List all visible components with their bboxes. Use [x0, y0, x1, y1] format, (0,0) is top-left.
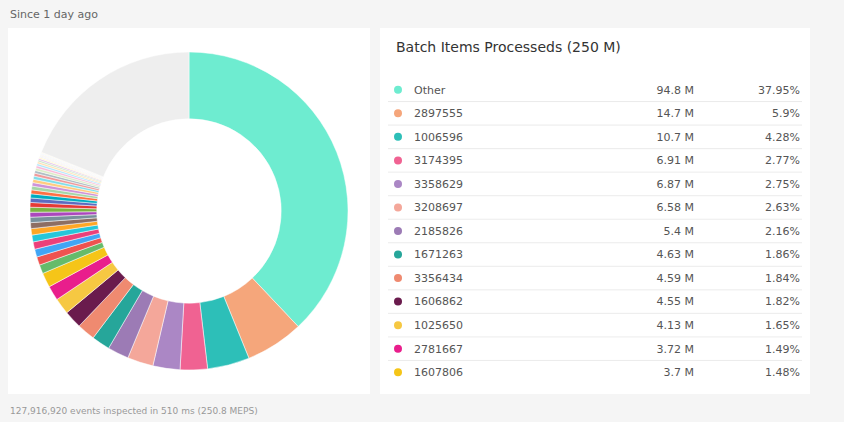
legend-amount: 4.55 M — [656, 295, 693, 308]
legend-percent: 4.28% — [765, 131, 800, 144]
separator — [388, 219, 802, 220]
legend-label: 1025650 — [414, 319, 463, 332]
legend-amount: 6.58 M — [656, 201, 693, 214]
legend-row: 1025650 4.13 M 1.65% — [388, 319, 802, 337]
slice — [200, 296, 249, 368]
legend-label: 1606862 — [414, 295, 463, 308]
legend-label: 1006596 — [414, 131, 463, 144]
footer: 127,916,920 events inspected in 510 ms (… — [10, 406, 258, 416]
legend-amount: 4.59 M — [656, 272, 693, 285]
legend-swatch — [394, 251, 402, 259]
legend-percent: 1.82% — [765, 295, 800, 308]
legend-swatch — [394, 180, 402, 188]
legend-row: 1606862 4.55 M 1.82% — [388, 295, 802, 313]
legend-amount: 14.7 M — [656, 107, 693, 120]
separator — [388, 148, 802, 149]
donut — [30, 52, 348, 370]
subtitle: Since 1 day ago — [10, 8, 98, 21]
legend-label: 2185826 — [414, 225, 463, 238]
legend-percent: 2.63% — [765, 201, 800, 214]
slice — [41, 52, 189, 177]
legend-row: 3356434 4.59 M 1.84% — [388, 272, 802, 290]
legend-swatch — [394, 345, 402, 353]
legend-amount: 6.87 M — [656, 178, 693, 191]
legend-swatch — [394, 274, 402, 282]
slice — [180, 303, 208, 370]
legend-row: 1607806 3.7 M 1.48% — [394, 366, 800, 379]
separator — [388, 195, 802, 196]
separator — [388, 360, 802, 361]
legend-percent: 1.86% — [765, 248, 800, 261]
legend-label: 3208697 — [414, 201, 463, 214]
legend-percent: 1.48% — [765, 366, 800, 379]
legend-amount: 5.4 M — [663, 225, 693, 238]
legend-percent: 37.95% — [758, 84, 800, 97]
legend-label: 2781667 — [414, 343, 463, 356]
separator — [388, 313, 802, 314]
legend-amount: 3.72 M — [656, 343, 693, 356]
legend-row: 1671263 4.63 M 1.86% — [388, 248, 802, 266]
legend-row: 2781667 3.72 M 1.49% — [388, 343, 802, 361]
chart: Since 1 day ago Batch Items Processeds (2… — [0, 0, 844, 422]
legend-amount: 4.13 M — [656, 319, 693, 332]
legend-swatch — [394, 133, 402, 141]
legend-label: 1671263 — [414, 248, 463, 261]
slice — [30, 212, 97, 217]
separator — [388, 125, 802, 126]
legend-amount: 4.63 M — [656, 248, 693, 261]
separator — [388, 289, 802, 290]
panel — [380, 28, 810, 394]
legend-label: 3356434 — [414, 272, 463, 285]
legend-percent: 2.75% — [765, 178, 800, 191]
legend-row: 3174395 6.91 M 2.77% — [388, 154, 802, 172]
legend-row: 2185826 5.4 M 2.16% — [388, 225, 802, 243]
panel — [8, 28, 370, 394]
legend-percent: 1.49% — [765, 343, 800, 356]
separator — [388, 172, 802, 173]
legend-label: Other — [414, 84, 446, 97]
separator — [388, 336, 802, 337]
legend-swatch — [394, 227, 402, 235]
separator — [388, 266, 802, 267]
legend-swatch — [394, 368, 402, 376]
legend-percent: 5.9% — [772, 107, 800, 120]
legend-swatch — [394, 156, 402, 164]
legend-swatch — [394, 321, 402, 329]
legend-label: 1607806 — [414, 366, 463, 379]
legend-label: 3174395 — [414, 154, 463, 167]
legend-row: 3208697 6.58 M 2.63% — [388, 201, 802, 219]
legend-row: Other 94.8 M 37.95% — [388, 84, 802, 102]
legend-row: 1006596 10.7 M 4.28% — [388, 131, 802, 149]
legend-label: 3358629 — [414, 178, 463, 191]
legend-amount: 94.8 M — [656, 84, 693, 97]
legend-row: 3358629 6.87 M 2.75% — [388, 178, 802, 196]
legend-amount: 10.7 M — [656, 131, 693, 144]
legend-percent: 2.77% — [765, 154, 800, 167]
title: Batch Items Processeds (250 M) — [396, 39, 621, 55]
legend-label: 2897555 — [414, 107, 463, 120]
legend-percent: 2.16% — [765, 225, 800, 238]
legend-amount: 3.7 M — [663, 366, 693, 379]
separator — [388, 242, 802, 243]
slice — [189, 52, 348, 327]
legend-swatch — [394, 298, 402, 306]
legend-amount: 6.91 M — [656, 154, 693, 167]
legend-swatch — [394, 109, 402, 117]
separator — [388, 101, 802, 102]
legend: Other 94.8 M 37.95% 2897555 14.7 M 5.9% 100659… — [388, 84, 802, 379]
legend-percent: 1.65% — [765, 319, 800, 332]
legend-swatch — [394, 203, 402, 211]
legend-swatch — [394, 86, 402, 94]
legend-percent: 1.84% — [765, 272, 800, 285]
legend-row: 2897555 14.7 M 5.9% — [388, 107, 802, 125]
